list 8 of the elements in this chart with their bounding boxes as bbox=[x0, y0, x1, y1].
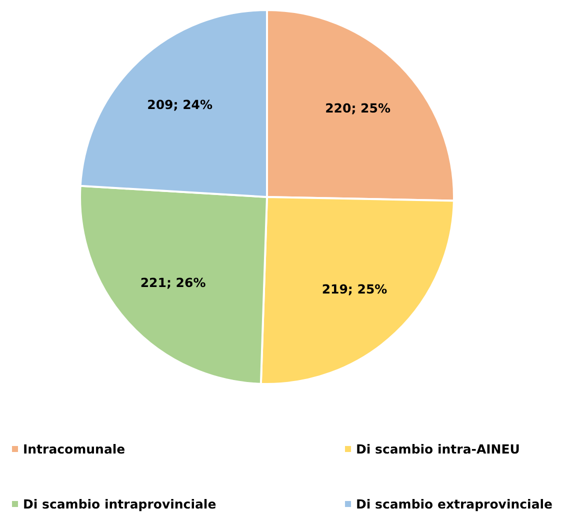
data-label: 209; 24% bbox=[147, 96, 213, 112]
data-label: 220; 25% bbox=[325, 100, 391, 116]
legend-label: Di scambio intra-AINEU bbox=[356, 442, 520, 456]
legend-label: Di scambio extraprovinciale bbox=[356, 496, 553, 512]
legend-label: Di scambio intraprovinciale bbox=[23, 496, 216, 512]
data-label: 219; 25% bbox=[322, 282, 388, 297]
legend-label: Intracomunale bbox=[23, 442, 126, 456]
data-label: 221; 26% bbox=[140, 275, 206, 290]
